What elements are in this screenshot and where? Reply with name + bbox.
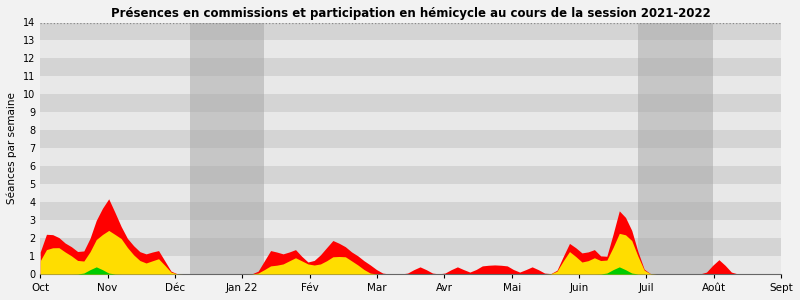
Bar bbox=[40, 166, 781, 184]
Bar bbox=[40, 256, 781, 274]
Bar bbox=[40, 220, 781, 238]
Bar bbox=[638, 22, 713, 274]
Bar bbox=[40, 238, 781, 256]
Bar bbox=[40, 130, 781, 148]
Bar bbox=[40, 184, 781, 202]
Bar bbox=[40, 148, 781, 166]
Bar bbox=[40, 22, 781, 40]
Bar bbox=[40, 40, 781, 58]
Bar bbox=[40, 112, 781, 130]
Bar bbox=[40, 94, 781, 112]
Bar bbox=[40, 76, 781, 94]
Y-axis label: Séances par semaine: Séances par semaine bbox=[7, 92, 18, 204]
Bar bbox=[40, 58, 781, 76]
Title: Présences en commissions et participation en hémicycle au cours de la session 20: Présences en commissions et participatio… bbox=[111, 7, 710, 20]
Bar bbox=[40, 202, 781, 220]
Bar bbox=[190, 22, 264, 274]
